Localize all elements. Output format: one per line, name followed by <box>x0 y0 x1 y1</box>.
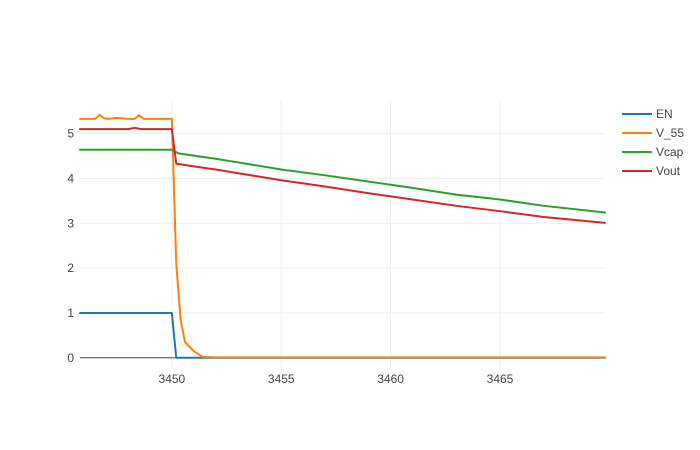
y-tick-label: 3 <box>67 216 74 230</box>
series-line-vcap <box>79 148 606 214</box>
y-tick-label: 5 <box>67 127 74 141</box>
x-tick-label: 3460 <box>377 372 404 386</box>
y-tick-label: 4 <box>67 171 74 185</box>
legend-label: EN <box>656 107 673 121</box>
legend[interactable]: EN V_55 Vcap Vout <box>622 107 684 178</box>
axes: 3450 3455 3460 3465 0 1 2 3 4 5 <box>67 127 513 386</box>
legend-label: V_55 <box>656 126 684 140</box>
series-line-v-55 <box>79 113 606 359</box>
y-tick-label: 1 <box>67 306 74 320</box>
y-tick-label: 2 <box>67 261 74 275</box>
x-tick-label: 3455 <box>268 372 295 386</box>
x-tick-label: 3465 <box>487 372 514 386</box>
gridlines <box>80 100 605 369</box>
series-line-en <box>79 311 606 359</box>
legend-label: Vcap <box>656 145 684 159</box>
legend-item[interactable]: V_55 <box>622 126 684 140</box>
series-line-vout <box>79 126 606 224</box>
legend-label: Vout <box>656 164 681 178</box>
legend-item[interactable]: Vcap <box>622 145 684 159</box>
legend-item[interactable]: Vout <box>622 164 681 178</box>
plot-area <box>79 113 606 359</box>
x-tick-label: 3450 <box>159 372 186 386</box>
legend-item[interactable]: EN <box>622 107 673 121</box>
y-tick-label: 0 <box>67 351 74 365</box>
